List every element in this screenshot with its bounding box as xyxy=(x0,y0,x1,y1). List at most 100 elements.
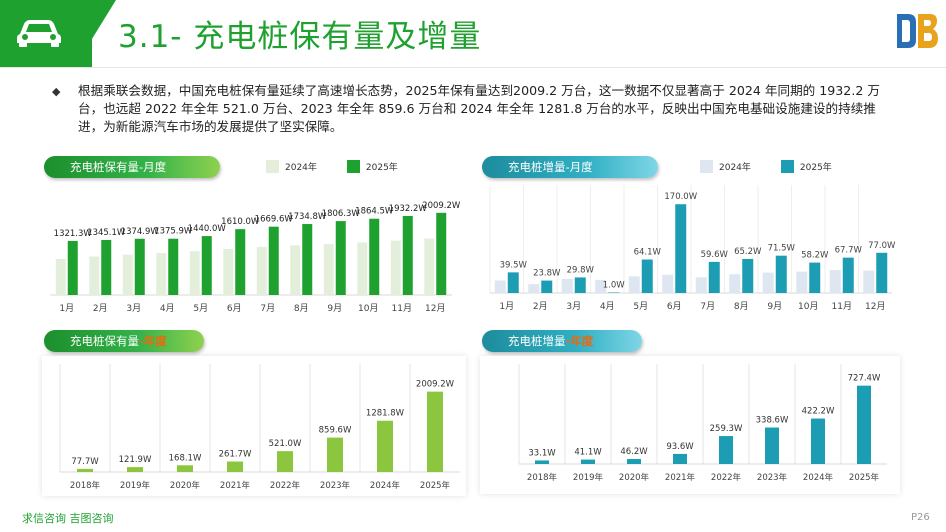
monthly-increment-title: 充电桩增量-月度 xyxy=(508,160,593,174)
legend-swatch-2024 xyxy=(266,160,279,173)
monthly-stock-legend: 2024年 2025年 xyxy=(266,160,428,173)
x-tick-label: 2024年 xyxy=(803,472,834,483)
x-tick-label: 10月 xyxy=(358,303,378,314)
legend-item-2024: 2024年 xyxy=(266,160,317,173)
data-label-2025年: 2009.2W xyxy=(416,380,455,390)
car-icon xyxy=(17,20,61,47)
bar-2025-9 xyxy=(335,221,346,295)
data-label-2025-4: 1375.9W xyxy=(154,227,193,237)
bar-2025-7 xyxy=(268,226,279,295)
x-tick-label: 2024年 xyxy=(370,480,401,491)
bar-2024-10 xyxy=(357,242,368,295)
annual-stock-title-pill: 充电桩保有量-年度 xyxy=(44,330,204,352)
bar-2024年 xyxy=(377,420,393,472)
bar-2024-12 xyxy=(424,238,435,295)
x-tick-label: 9月 xyxy=(767,301,782,312)
bar-2024-12 xyxy=(863,270,875,293)
x-tick-label: 2019年 xyxy=(120,480,151,491)
data-label-2020年: 46.2W xyxy=(620,447,648,457)
x-tick-label: 6月 xyxy=(227,303,242,314)
bar-2019年 xyxy=(581,459,595,464)
x-tick-label: 8月 xyxy=(294,303,309,314)
x-tick-label: 1月 xyxy=(59,303,74,314)
data-label-2025-5: 1440.0W xyxy=(188,224,227,234)
x-tick-label: 7月 xyxy=(700,301,715,312)
bar-2025年 xyxy=(427,391,443,472)
bar-2025-12 xyxy=(876,252,888,293)
x-tick-label: 5月 xyxy=(193,303,208,314)
x-tick-label: 1月 xyxy=(499,301,514,312)
bar-2025-6 xyxy=(675,204,687,293)
bar-2025-6 xyxy=(235,229,246,295)
bar-2021年 xyxy=(227,461,243,472)
bar-2025-7 xyxy=(708,261,720,293)
bar-2025-2 xyxy=(101,239,112,295)
data-label-2025-12: 2009.2W xyxy=(422,201,460,211)
monthly-increment-title-pill: 充电桩增量-月度 xyxy=(482,156,658,178)
bar-2024-6 xyxy=(662,274,674,293)
x-tick-label: 2月 xyxy=(533,301,548,312)
data-label-2018年: 33.1W xyxy=(528,448,556,458)
data-label-2025-2: 1345.1W xyxy=(87,228,126,238)
legend-label-2025: 2025年 xyxy=(365,163,398,173)
legend-item-2025: 2025年 xyxy=(346,160,398,173)
bar-2024-4 xyxy=(156,253,167,295)
bar-2024-5 xyxy=(189,251,200,295)
bar-2024年 xyxy=(811,418,825,464)
bar-2024-9 xyxy=(762,272,774,293)
x-tick-label: 10月 xyxy=(798,301,818,312)
monthly-stock-chart: 1321.3W 1月 1345.1W 2月 1374.9W 3月 1375.9W 4月 1440… xyxy=(50,201,460,314)
x-tick-label: 2025年 xyxy=(849,472,880,483)
legend-swatch-2025 xyxy=(346,160,360,173)
legend-label-2024: 2024年 xyxy=(285,163,317,173)
page-number: P26 xyxy=(911,512,930,523)
data-label-2025-12: 77.0W xyxy=(868,241,896,251)
bar-2018年 xyxy=(535,460,549,464)
data-label-2025-8: 65.2W xyxy=(734,247,762,257)
bar-2024-8 xyxy=(729,274,741,293)
bar-2025-8 xyxy=(742,258,754,293)
x-tick-label: 2月 xyxy=(93,303,108,314)
bar-2024-1 xyxy=(55,259,66,295)
data-label-2025-11: 67.7W xyxy=(835,246,863,256)
x-tick-label: 2025年 xyxy=(420,480,451,491)
data-label-2023年: 859.6W xyxy=(319,426,352,436)
bar-2024-11 xyxy=(390,240,401,295)
bar-2024-2 xyxy=(89,256,100,295)
bar-2024-3 xyxy=(122,254,133,295)
bar-2025-1 xyxy=(507,272,519,293)
annual-increment-title-prefix: 充电桩增量 xyxy=(508,334,566,348)
summary-paragraph: 根据乘联会数据，中国充电桩保有量延续了高速增长态势，2025年保有量达到2009… xyxy=(78,83,880,134)
data-label-2025-4: 1.0W xyxy=(603,280,626,290)
x-tick-label: 2022年 xyxy=(711,472,742,483)
x-tick-label: 12月 xyxy=(865,301,885,312)
bar-2022年 xyxy=(277,451,293,472)
data-label-2025-3: 29.8W xyxy=(567,265,595,275)
x-tick-label: 2018年 xyxy=(527,472,558,483)
bar-2024-2 xyxy=(528,284,540,293)
legend-swatch-2024-inc xyxy=(700,160,713,173)
bar-2024-4 xyxy=(595,279,607,293)
x-tick-label: 2021年 xyxy=(220,480,251,491)
bar-2024-8 xyxy=(290,245,301,295)
x-tick-label: 11月 xyxy=(392,303,412,314)
x-tick-label: 2023年 xyxy=(320,480,351,491)
bar-2025-5 xyxy=(201,236,212,295)
monthly-stock-title: 充电桩保有量-月度 xyxy=(70,160,167,174)
x-tick-label: 2022年 xyxy=(270,480,301,491)
data-label-2025-7: 59.6W xyxy=(701,250,729,260)
x-tick-label: 12月 xyxy=(425,303,445,314)
bar-2024-11 xyxy=(829,270,841,293)
data-label-2025-10: 1864.5W xyxy=(355,207,394,217)
monthly-stock-title-pill: 充电桩保有量-月度 xyxy=(44,156,220,178)
legend-label-2025-inc: 2025年 xyxy=(799,163,832,173)
bar-2024-7 xyxy=(695,277,707,293)
data-label-2025-9: 71.5W xyxy=(768,244,796,254)
bar-2024-5 xyxy=(628,276,640,293)
monthly-increment-chart: 39.5W 1月 23.8W 2月 29.8W 3月 1.0W 4月 64.1W 5月 170.0W… xyxy=(489,185,896,312)
data-label-2022年: 521.0W xyxy=(269,439,302,449)
bar-2025-3 xyxy=(134,238,145,295)
bar-2019年 xyxy=(127,467,143,472)
bar-2025-10 xyxy=(809,262,821,293)
data-label-2018年: 77.7W xyxy=(71,457,99,467)
